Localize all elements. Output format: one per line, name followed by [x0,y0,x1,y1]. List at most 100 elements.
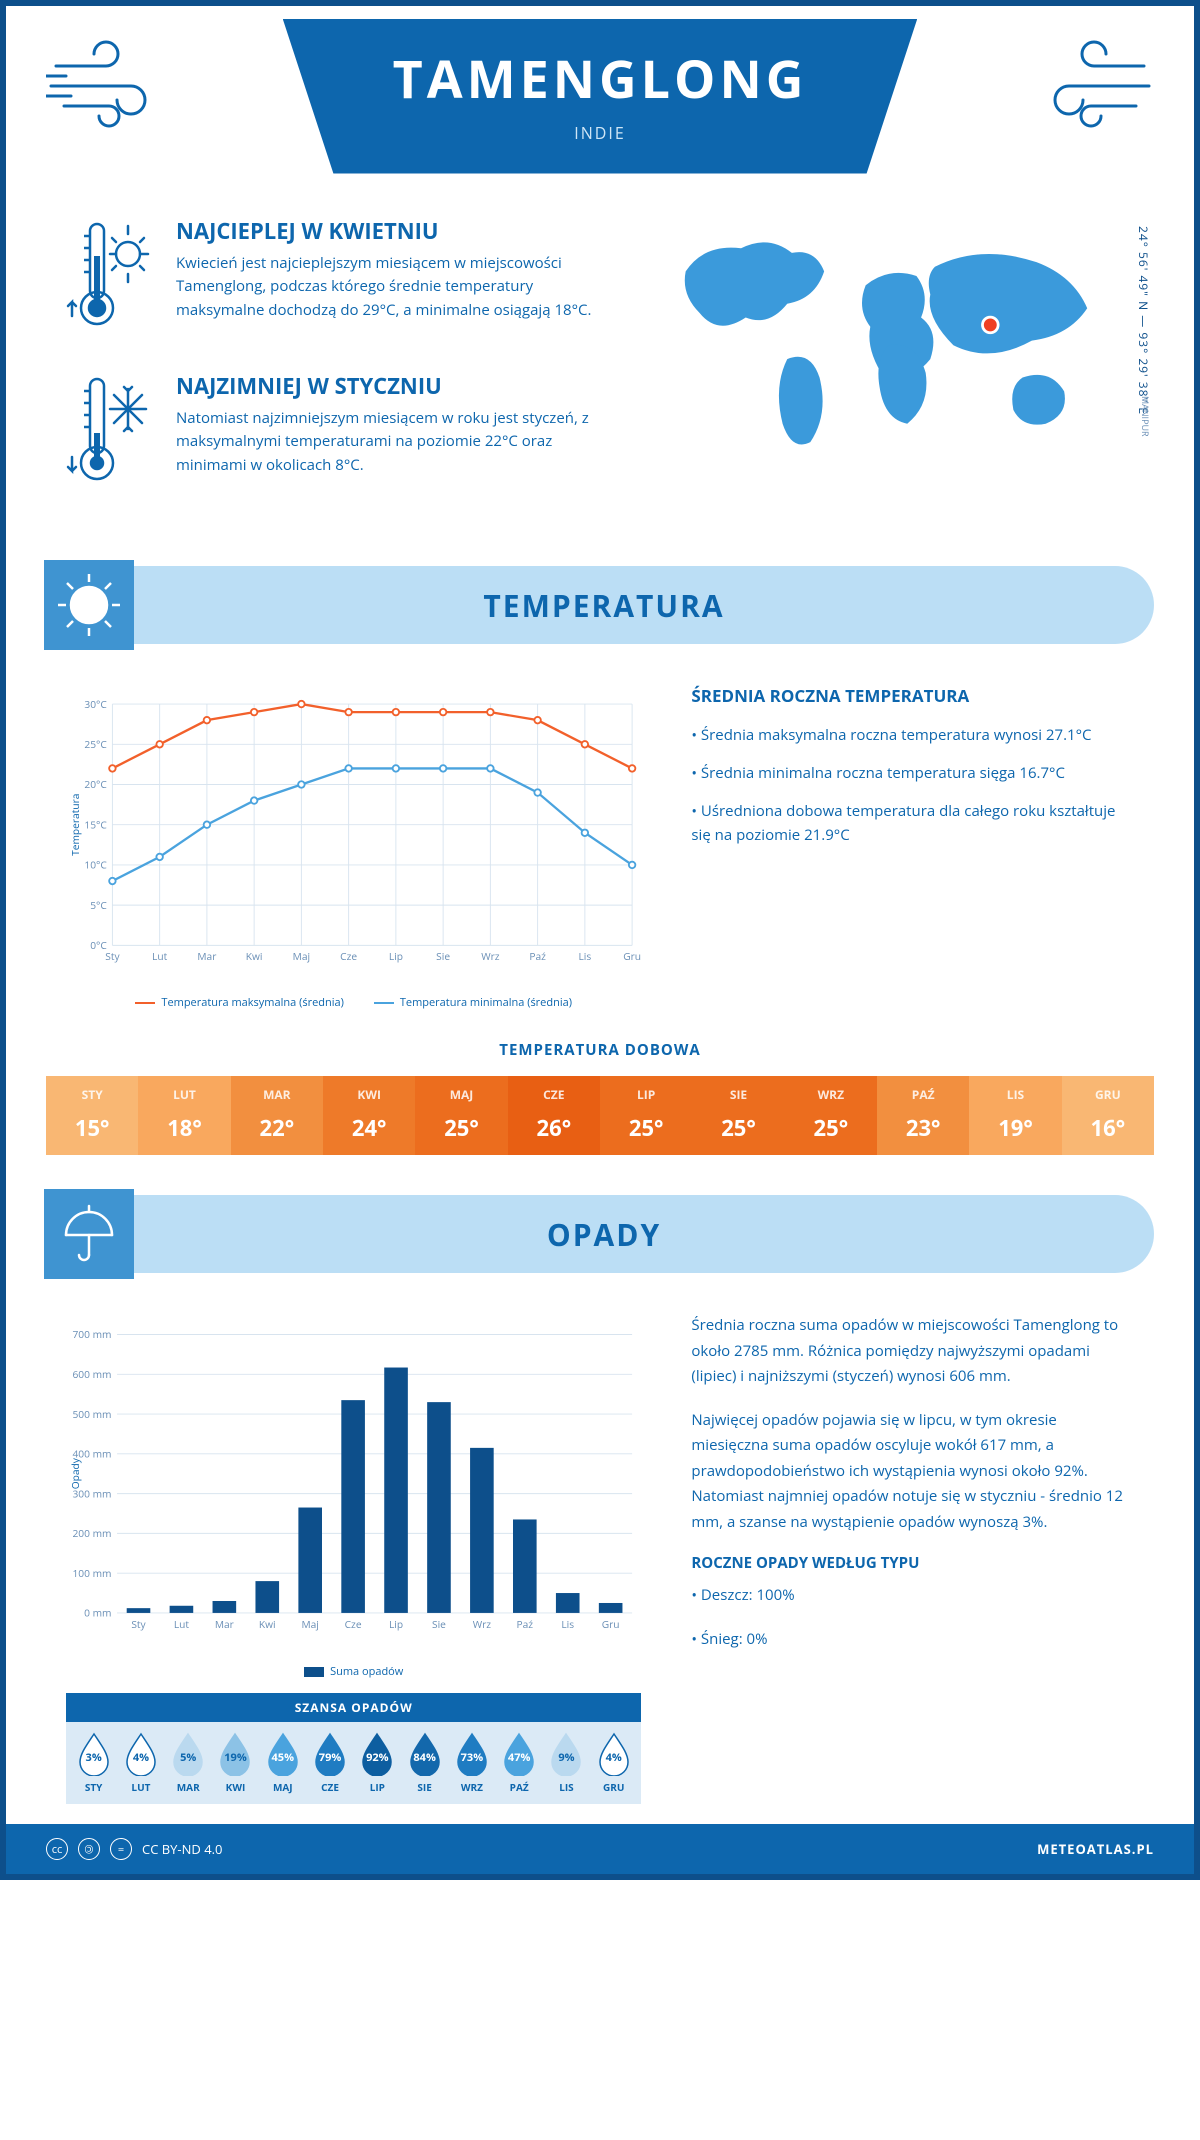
svg-text:Kwi: Kwi [259,1617,276,1631]
svg-text:20°C: 20°C [84,777,107,791]
svg-text:Sie: Sie [432,1617,446,1631]
daily-temp-cell: STY15° [46,1076,138,1155]
precipitation-chart-column: 0 mm100 mm200 mm300 mm400 mm500 mm600 mm… [66,1313,641,1804]
precipitation-legend: Suma opadów [66,1664,641,1679]
chance-cell: 4% LUT [117,1732,164,1794]
page-title: TAMENGLONG [393,43,808,114]
daily-temp-cell: KWI24° [323,1076,415,1155]
temperature-summary: ŚREDNIA ROCZNA TEMPERATURA • Średnia mak… [691,684,1134,1010]
site-link[interactable]: METEOATLAS.PL [1037,1840,1154,1858]
umbrella-icon [44,1189,134,1279]
section-header-precipitation: OPADY [46,1195,1154,1273]
daily-temp-cell: PAŹ23° [877,1076,969,1155]
temperature-legend: Temperatura maksymalna (średnia) Temperat… [66,995,641,1010]
svg-text:Maj: Maj [293,949,310,963]
license-text: CC BY-ND 4.0 [142,1840,222,1858]
precip-legend-label: Suma opadów [330,1664,403,1679]
legend-item: Temperatura minimalna (średnia) [374,995,572,1010]
coordinates: 24° 56' 49" N — 93° 29' 38" E [1135,226,1152,415]
daily-temp-heading: TEMPERATURA DOBOWA [46,1040,1154,1060]
svg-text:5°C: 5°C [90,898,107,912]
chance-cell: 92% LIP [354,1732,401,1794]
license-block: cc 🄯 = CC BY-ND 4.0 [46,1838,222,1860]
svg-text:10°C: 10°C [84,858,107,872]
daily-temp-cell: LUT18° [138,1076,230,1155]
daily-temp-cell: MAR22° [231,1076,323,1155]
page: TAMENGLONG INDIE [0,0,1200,1880]
chance-cell: 45% MAJ [259,1732,306,1794]
nd-icon: = [110,1838,132,1860]
svg-text:Paź: Paź [529,949,546,963]
wind-icon [1024,36,1154,136]
svg-text:600 mm: 600 mm [72,1367,111,1381]
precip-para1: Średnia roczna suma opadów w miejscowośc… [691,1313,1134,1390]
svg-text:Gru: Gru [623,949,641,963]
sun-icon [44,560,134,650]
wind-icon [46,36,176,136]
svg-text:100 mm: 100 mm [72,1566,111,1580]
svg-text:Mar: Mar [197,949,217,963]
svg-text:25°C: 25°C [84,737,107,751]
svg-text:Mar: Mar [215,1617,235,1631]
intro-right: 24° 56' 49" N — 93° 29' 38" E MANIPUR [644,216,1134,526]
coldest-block: NAJZIMNIEJ W STYCZNIU Natomiast najzimni… [66,371,604,496]
svg-text:15°C: 15°C [84,817,107,831]
precip-type-heading: ROCZNE OPADY WEDŁUG TYPU [691,1553,1134,1573]
svg-text:Maj: Maj [301,1617,318,1631]
svg-text:Sty: Sty [105,949,120,963]
svg-text:Sty: Sty [131,1617,146,1631]
svg-text:30°C: 30°C [84,697,107,711]
svg-text:Opady: Opady [68,1457,82,1489]
svg-text:Paź: Paź [517,1617,534,1631]
precip-para2: Najwięcej opadów pojawia się w lipcu, w … [691,1408,1134,1536]
page-subtitle: INDIE [393,122,808,144]
svg-text:700 mm: 700 mm [72,1327,111,1341]
chance-heading: SZANSA OPADÓW [66,1693,641,1722]
daily-temp-cell: LIP25° [600,1076,692,1155]
header: TAMENGLONG INDIE [6,6,1194,186]
svg-text:Lis: Lis [561,1617,574,1631]
temp-summary-line: • Uśredniona dobowa temperatura dla całe… [691,799,1134,847]
daily-temperature: TEMPERATURA DOBOWA STY15°LUT18°MAR22°KWI… [6,1030,1194,1195]
warmest-title: NAJCIEPLEJ W KWIETNIU [176,216,604,246]
svg-text:Lis: Lis [578,949,591,963]
section-header-temperature: TEMPERATURA [46,566,1154,644]
intro-left: NAJCIEPLEJ W KWIETNIU Kwiecień jest najc… [66,216,604,526]
svg-text:0 mm: 0 mm [84,1606,111,1620]
svg-text:200 mm: 200 mm [72,1526,111,1540]
daily-temp-cell: WRZ25° [785,1076,877,1155]
chance-cell: 73% WRZ [448,1732,495,1794]
section-title-precipitation: OPADY [134,1214,1154,1255]
precipitation-block: 0 mm100 mm200 mm300 mm400 mm500 mm600 mm… [6,1273,1194,1824]
daily-temp-cell: LIS19° [969,1076,1061,1155]
svg-text:Temperatura: Temperatura [68,794,82,856]
chance-cell: 3% STY [70,1732,117,1794]
svg-text:Gru: Gru [602,1617,620,1631]
chance-box: SZANSA OPADÓW 3% STY 4% LUT 5% MAR [66,1693,641,1804]
region-label: MANIPUR [1139,396,1152,437]
thermometer-snow-icon [66,371,156,496]
svg-text:Cze: Cze [345,1617,362,1631]
title-banner: TAMENGLONG INDIE [283,19,918,174]
svg-text:Lut: Lut [152,949,168,963]
chance-cell: 19% KWI [212,1732,259,1794]
thermometer-sun-icon [66,216,156,341]
temp-summary-heading: ŚREDNIA ROCZNA TEMPERATURA [691,684,1134,707]
world-map [644,216,1134,456]
by-icon: 🄯 [78,1838,100,1860]
legend-item: Temperatura maksymalna (średnia) [135,995,343,1010]
svg-text:Lip: Lip [389,1617,403,1631]
daily-temp-cell: SIE25° [692,1076,784,1155]
svg-text:Lip: Lip [389,949,403,963]
svg-text:Wrz: Wrz [481,949,500,963]
precipitation-chart: 0 mm100 mm200 mm300 mm400 mm500 mm600 mm… [66,1313,641,1653]
precipitation-summary: Średnia roczna suma opadów w miejscowośc… [691,1313,1134,1804]
precip-type-line: • Śnieg: 0% [691,1627,1134,1653]
intro-section: NAJCIEPLEJ W KWIETNIU Kwiecień jest najc… [6,186,1194,566]
chance-cell: 84% SIE [401,1732,448,1794]
precip-type-line: • Deszcz: 100% [691,1583,1134,1609]
section-title-temperature: TEMPERATURA [134,585,1154,626]
coldest-title: NAJZIMNIEJ W STYCZNIU [176,371,604,401]
chance-cell: 79% CZE [306,1732,353,1794]
svg-text:Lut: Lut [174,1617,190,1631]
